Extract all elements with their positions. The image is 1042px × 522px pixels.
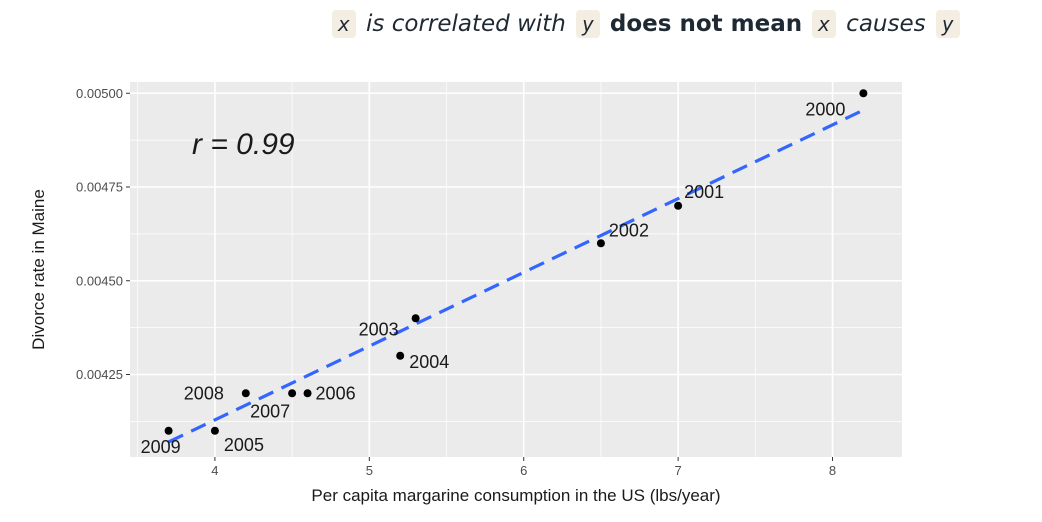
y-axis-label: Divorce rate in Maine (29, 189, 48, 350)
point-labels: 2000 2001 2002 2003 2004 2005 2006 2007 2008 2009 (141, 99, 846, 457)
data-point-2000 (859, 89, 868, 98)
point-label-2002: 2002 (609, 220, 649, 240)
variable-y-chip-2: y (935, 10, 960, 38)
point-label-2005: 2005 (224, 435, 264, 455)
headline: x is correlated with y does not mean x c… (332, 4, 960, 44)
data-point-2001 (674, 201, 683, 210)
variable-x-chip-2: x (812, 10, 837, 38)
major-gridlines (130, 82, 902, 457)
headline-phrase-causes: causes (846, 11, 926, 37)
headline-phrase-does-not-mean: does not mean (609, 11, 803, 37)
point-label-2008: 2008 (184, 383, 224, 403)
point-label-2009: 2009 (141, 437, 181, 457)
y-tick-label: 0.00500 (76, 86, 123, 101)
point-label-2006: 2006 (316, 383, 356, 403)
point-label-2003: 2003 (359, 319, 399, 339)
point-label-2000: 2000 (805, 99, 845, 119)
minor-gridlines (130, 82, 902, 457)
x-tick-label: 8 (829, 463, 836, 478)
data-point-2008 (241, 389, 250, 398)
data-point-2003 (411, 314, 420, 323)
point-label-2001: 2001 (684, 182, 724, 202)
plot-panel (130, 82, 902, 457)
variable-y-chip: y (575, 10, 600, 38)
correlation-annotation: r = 0.99 (192, 128, 295, 161)
data-point-2004 (396, 351, 405, 360)
data-points (164, 89, 868, 435)
y-axis-ticks: 0.00425 0.00450 0.00475 0.00500 (76, 86, 130, 382)
data-point-2006 (303, 389, 312, 398)
x-axis-label: Per capita margarine consumption in the … (311, 486, 720, 505)
data-point-2002 (596, 239, 605, 248)
y-tick-label: 0.00475 (76, 180, 123, 195)
point-label-2004: 2004 (409, 352, 449, 372)
data-point-2009 (164, 426, 173, 435)
x-tick-label: 5 (366, 463, 373, 478)
trend-line (167, 108, 865, 444)
x-tick-label: 7 (675, 463, 682, 478)
y-tick-label: 0.00425 (76, 367, 123, 382)
headline-phrase-correlated: is correlated with (366, 11, 566, 37)
point-label-2007: 2007 (250, 401, 290, 421)
data-point-2005 (210, 426, 219, 435)
data-point-2007 (288, 389, 297, 398)
x-tick-label: 4 (211, 463, 218, 478)
x-axis-ticks: 4 5 6 7 8 (211, 457, 836, 478)
variable-x-chip: x (332, 10, 357, 38)
y-tick-label: 0.00450 (76, 273, 123, 288)
x-tick-label: 6 (520, 463, 527, 478)
